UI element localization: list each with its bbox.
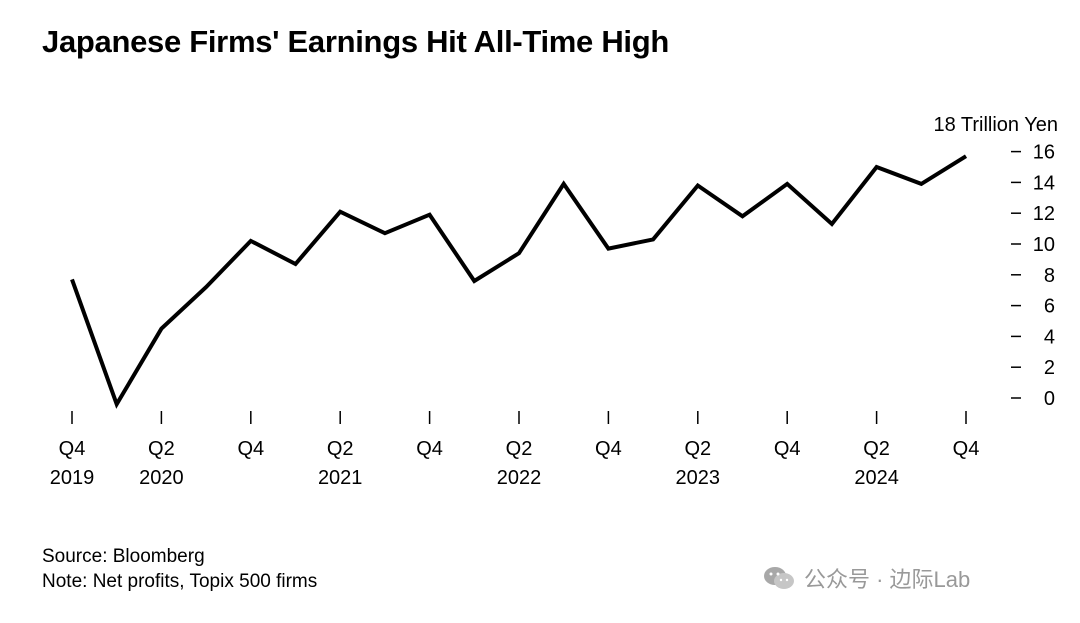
x-tick-label-quarter: Q4 bbox=[953, 438, 980, 460]
x-tick-label-year: 2024 bbox=[854, 467, 899, 489]
x-tick-label-year: 2021 bbox=[318, 467, 363, 489]
x-tick-label-quarter: Q4 bbox=[59, 438, 86, 460]
x-tick-label-quarter: Q4 bbox=[416, 438, 443, 460]
y-tick-label: 0 bbox=[1044, 388, 1055, 410]
x-tick-label-quarter: Q2 bbox=[327, 438, 354, 460]
y-tick-label: 10 bbox=[1033, 234, 1055, 256]
y-tick-label: 6 bbox=[1044, 296, 1055, 318]
series-line-net-profits bbox=[70, 154, 968, 409]
x-tick-label-year: 2019 bbox=[50, 467, 95, 489]
y-axis-unit-label: 18 Trillion Yen bbox=[933, 114, 1058, 136]
x-tick-label-year: 2023 bbox=[676, 467, 721, 489]
source-note: Source: Bloomberg bbox=[42, 546, 205, 567]
y-tick-label: 16 bbox=[1033, 142, 1055, 164]
chart-title: Japanese Firms' Earnings Hit All-Time Hi… bbox=[42, 24, 669, 59]
y-tick-label: 14 bbox=[1033, 172, 1055, 194]
series-group bbox=[70, 154, 968, 409]
watermark: 公众号 · 边际Lab bbox=[762, 562, 970, 594]
x-tick-label-quarter: Q2 bbox=[148, 438, 175, 460]
x-tick-label-quarter: Q4 bbox=[237, 438, 264, 460]
y-axis: 18 Trillion Yen 0 2 4 6 8 10 12 14 16 bbox=[933, 114, 1058, 410]
wechat-icon bbox=[764, 567, 794, 589]
y-tick-label: 2 bbox=[1044, 357, 1055, 379]
y-tick-label: 12 bbox=[1033, 203, 1055, 225]
x-tick-label-quarter: Q2 bbox=[506, 438, 533, 460]
watermark-text: 公众号 · 边际Lab bbox=[804, 567, 971, 592]
x-tick-label-quarter: Q4 bbox=[595, 438, 622, 460]
line-chart: 18 Trillion Yen 0 2 4 6 8 10 12 14 16 Q4 2019 Q2 202… bbox=[50, 114, 1058, 489]
methodology-note: Note: Net profits, Topix 500 firms bbox=[42, 571, 318, 592]
x-tick-label-quarter: Q4 bbox=[774, 438, 801, 460]
y-tick-label: 4 bbox=[1044, 326, 1055, 348]
x-tick-label-quarter: Q2 bbox=[863, 438, 890, 460]
y-tick-label: 8 bbox=[1044, 265, 1055, 287]
x-axis: Q4 2019 Q2 2020 Q4 Q2 2021 Q4 Q2 2022 Q4 Q2 2023 Q4 Q2… bbox=[50, 411, 980, 489]
x-tick-label-quarter: Q2 bbox=[684, 438, 711, 460]
x-tick-label-year: 2022 bbox=[497, 467, 542, 489]
x-tick-label-year: 2020 bbox=[139, 467, 184, 489]
